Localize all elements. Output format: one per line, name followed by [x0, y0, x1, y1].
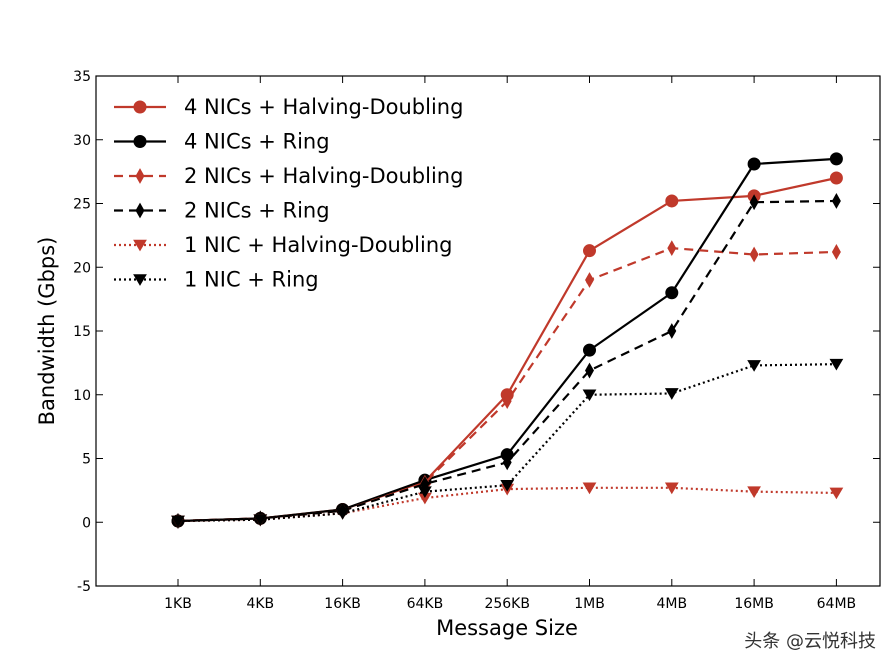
x-tick-label: 64MB: [817, 596, 857, 612]
legend-label: 2 NICs + Halving-Doubling: [184, 164, 463, 188]
data-point: [747, 360, 761, 372]
data-point: [829, 487, 844, 500]
x-tick-label: 16MB: [734, 596, 774, 612]
x-tick-label: 4KB: [246, 596, 274, 612]
y-tick-label: -5: [77, 579, 91, 595]
x-tick-label: 64KB: [407, 596, 444, 612]
series-layer: [171, 152, 844, 529]
x-tick-label: 1MB: [574, 596, 605, 612]
legend-item: 1 NIC + Ring: [114, 268, 319, 292]
data-point: [664, 482, 679, 495]
x-axis-ticks: 1KB 4KB 16KB 64KB 256KB 1MB 4MB 16MB 64MB: [164, 76, 856, 612]
x-tick-label: 16KB: [324, 596, 361, 612]
legend-marker: [135, 202, 145, 219]
watermark-text: 头条 @云悦科技: [744, 631, 876, 652]
data-point: [749, 194, 759, 211]
data-point: [749, 246, 759, 263]
data-point: [665, 194, 679, 208]
legend-item: 2 NICs + Halving-Doubling: [114, 164, 463, 188]
data-point: [582, 482, 597, 495]
data-point: [747, 486, 761, 499]
x-axis-label: Message Size: [436, 616, 578, 640]
legend-label: 4 NICs + Halving-Doubling: [184, 95, 463, 119]
series-1: [171, 171, 843, 528]
legend-marker: [133, 100, 147, 114]
y-tick-label: 20: [73, 260, 91, 276]
series-line: [177, 363, 837, 523]
legend-item: 4 NICs + Halving-Doubling: [114, 95, 463, 119]
legend-marker: [135, 168, 145, 184]
data-point: [582, 389, 597, 402]
series-6: [171, 358, 844, 528]
legend: 4 NICs + Halving-Doubling 4 NICs + Ring 2 …: [114, 95, 463, 292]
y-tick-label: 25: [73, 197, 91, 213]
y-tick-label: 0: [82, 515, 91, 531]
data-point: [747, 157, 761, 171]
legend-item: 4 NICs + Ring: [114, 130, 330, 154]
data-point: [829, 358, 844, 371]
data-point: [667, 323, 677, 339]
data-point: [829, 171, 843, 185]
data-point: [829, 152, 843, 166]
data-point: [831, 244, 841, 260]
y-axis-label: Bandwidth (Gbps): [35, 237, 59, 426]
data-point: [583, 343, 596, 357]
data-point: [502, 454, 512, 471]
x-tick-label: 1KB: [164, 596, 192, 612]
y-tick-label: 5: [82, 452, 91, 468]
data-point: [831, 193, 841, 209]
data-point: [585, 362, 594, 379]
legend-label: 1 NIC + Halving-Doubling: [184, 233, 453, 257]
data-point: [583, 244, 596, 258]
legend-label: 1 NIC + Ring: [184, 268, 319, 292]
y-tick-label: 35: [73, 69, 91, 85]
data-point: [664, 388, 679, 400]
data-point: [253, 514, 268, 527]
legend-marker: [133, 135, 147, 148]
legend-marker: [133, 274, 147, 286]
x-tick-label: 256KB: [484, 596, 530, 612]
legend-item: 1 NIC + Halving-Doubling: [114, 233, 453, 257]
y-tick-label: 15: [73, 324, 91, 340]
data-point: [585, 272, 594, 288]
y-axis-ticks: -5 0 5 10 15 20 25 30 35: [73, 69, 880, 595]
legend-label: 4 NICs + Ring: [184, 130, 330, 154]
y-tick-label: 30: [73, 133, 91, 149]
y-tick-label: 10: [73, 388, 91, 404]
data-point: [502, 393, 512, 410]
legend-item: 2 NICs + Ring: [114, 199, 330, 223]
data-point: [418, 486, 432, 499]
data-point: [335, 508, 350, 520]
x-tick-label: 4MB: [657, 596, 688, 612]
legend-label: 2 NICs + Ring: [184, 199, 330, 223]
data-point: [171, 515, 185, 528]
data-point: [667, 240, 677, 257]
data-point: [665, 286, 679, 300]
legend-marker: [133, 239, 147, 252]
data-point: [500, 479, 515, 492]
